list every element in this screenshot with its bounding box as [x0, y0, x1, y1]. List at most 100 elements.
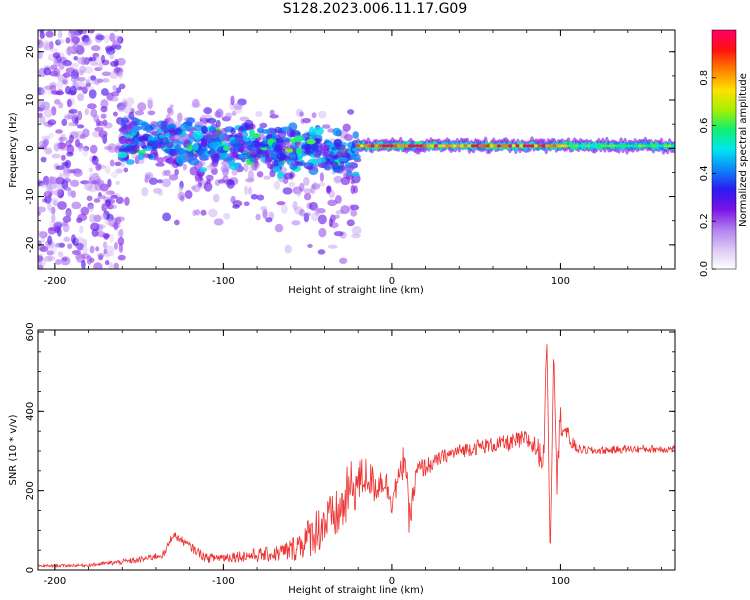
heatmap-cell [97, 253, 105, 258]
heatmap-cell [39, 231, 48, 239]
heatmap-cell [381, 144, 387, 148]
heatmap-cell [80, 206, 90, 216]
heatmap-cell [541, 144, 546, 148]
heatmap-cell [347, 109, 355, 115]
heatmap-cell [175, 155, 187, 164]
heatmap-cell [103, 248, 108, 255]
heatmap-cell [75, 236, 84, 244]
heatmap-cell [255, 111, 263, 117]
heatmap-cell [552, 144, 557, 148]
heatmap-cell [51, 106, 57, 116]
heatmap-cell [131, 144, 140, 153]
heatmap-cell [619, 144, 624, 148]
heatmap-cell [212, 193, 220, 203]
heatmap-cell [86, 195, 93, 202]
heatmap-cell [82, 238, 88, 247]
heatmap-cell [52, 58, 58, 68]
heatmap-cell [108, 262, 114, 269]
heatmap-cell [51, 206, 56, 215]
heatmap-cell [98, 62, 104, 71]
heatmap-cell [211, 167, 218, 175]
heatmap-cell [49, 48, 58, 53]
heatmap-cell [257, 150, 268, 155]
heatmap-cell [203, 181, 213, 192]
heatmap-cell [328, 151, 335, 156]
heatmap-cell [500, 144, 505, 148]
heatmap-cell [155, 162, 165, 167]
heatmap-cell [243, 201, 250, 207]
heatmap-cell [90, 222, 100, 231]
heatmap-cell [667, 144, 672, 148]
heatmap-cell [65, 37, 71, 44]
heatmap-cell [337, 157, 349, 162]
heatmap-cell [72, 112, 77, 118]
heatmap-cell [83, 66, 94, 74]
heatmap-cell [340, 176, 351, 186]
heatmap-cell [340, 205, 350, 215]
heatmap-cell [172, 127, 183, 136]
heatmap-x-label: Height of straight line (km) [288, 285, 424, 296]
heatmap-cell [106, 251, 115, 257]
heatmap-cell [208, 208, 218, 218]
heatmap-cell [256, 127, 265, 134]
heatmap-cell [117, 236, 125, 246]
heatmap-cell [57, 136, 68, 142]
heatmap-cell [328, 218, 333, 227]
heatmap-cell [90, 45, 101, 52]
heatmap-x-ticks: -200 -100 0 100 [44, 30, 662, 287]
heatmap-cell [38, 255, 44, 262]
heatmap-cell [89, 245, 95, 254]
heatmap-cell [257, 143, 267, 148]
heatmap-cell [593, 144, 598, 148]
heatmap-cell [306, 138, 316, 145]
heatmap-cell [38, 230, 46, 238]
heatmap-cell [271, 132, 277, 140]
heatmap-cell [319, 172, 325, 182]
heatmap-cell [256, 194, 265, 201]
heatmap-cell [111, 91, 120, 97]
heatmap-cell [519, 144, 524, 148]
heatmap-cell [276, 171, 285, 180]
heatmap-cell [153, 187, 162, 194]
snr-series-line [38, 344, 675, 569]
heatmap-cell [318, 181, 326, 187]
heatmap-cell [57, 30, 63, 39]
heatmap-cell [197, 148, 203, 157]
heatmap-cell [307, 158, 318, 164]
heatmap-cell [312, 143, 320, 152]
heatmap-cell [100, 54, 106, 64]
heatmap-cell [87, 202, 94, 210]
heatmap-cell [262, 137, 268, 145]
heatmap-cell [85, 79, 90, 85]
heatmap-cell [176, 147, 186, 155]
heatmap-cell [151, 143, 158, 152]
heatmap-cell [230, 139, 241, 148]
heatmap-cell [249, 123, 256, 130]
heatmap-cell [192, 131, 204, 140]
heatmap-cell [156, 157, 165, 164]
heatmap-cell [64, 85, 71, 95]
heatmap-cell [404, 144, 409, 148]
heatmap-cell [43, 67, 52, 76]
heatmap-cell [123, 104, 133, 114]
heatmap-cell [333, 214, 340, 219]
heatmap-cell [346, 219, 355, 227]
heatmap-cell [188, 158, 200, 166]
heatmap-cell [39, 115, 46, 125]
heatmap-cell [120, 123, 127, 128]
heatmap-cell [56, 80, 64, 90]
heatmap-cell [262, 209, 268, 219]
heatmap-cell [489, 144, 494, 148]
heatmap-cell [95, 34, 105, 41]
heatmap-cell [220, 164, 230, 173]
heatmap-cell [247, 186, 253, 195]
heatmap-cell [104, 145, 113, 151]
heatmap-cell [317, 110, 327, 119]
heatmap-cell [76, 124, 85, 129]
heatmap-cell [332, 154, 340, 160]
heatmap-cell [467, 144, 472, 148]
heatmap-cell [504, 144, 509, 148]
heatmap-cell [53, 68, 61, 78]
colorbar-label: Normalized spectral amplitude [738, 73, 749, 227]
heatmap-cell [187, 127, 197, 132]
